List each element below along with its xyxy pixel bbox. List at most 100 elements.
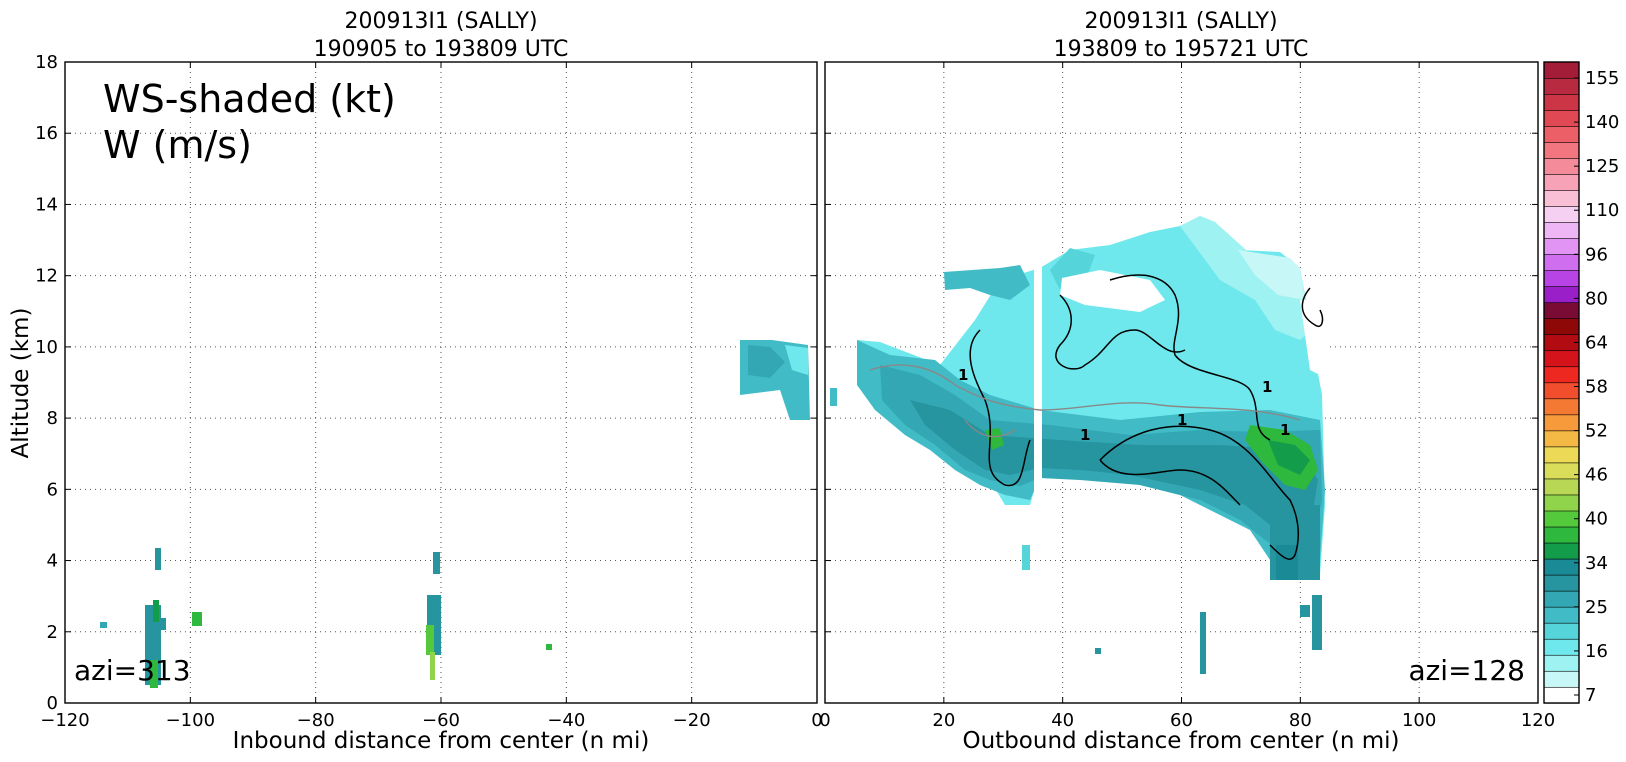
contour-line — [1099, 425, 1300, 560]
colorbar-label: 52 — [1585, 421, 1608, 442]
right-shade-region — [1312, 595, 1322, 650]
colorbar-swatch — [1543, 61, 1580, 79]
y-tick-label: 8 — [47, 408, 58, 429]
colorbar-swatch — [1543, 350, 1580, 368]
right-title-line2: 193809 to 195721 UTC — [1054, 37, 1309, 62]
contour-line-gray — [964, 419, 1016, 438]
colorbar-swatch — [1543, 574, 1580, 592]
colorbar-label: 110 — [1585, 200, 1619, 221]
right-gap — [1060, 270, 1165, 312]
x-tick-label: 80 — [1289, 710, 1312, 731]
colorbar-swatch — [1543, 558, 1580, 576]
y-tick-label: 2 — [47, 622, 58, 643]
colorbar-label: 25 — [1585, 597, 1608, 618]
left-shade-region — [100, 622, 107, 628]
colorbar-swatch — [1543, 494, 1580, 512]
contour-line — [1055, 294, 1186, 370]
contour-label: 1 — [1080, 426, 1090, 444]
left-azimuth-label: azi=313 — [74, 654, 191, 687]
left-shade-region — [433, 552, 440, 574]
left-shade-region — [155, 548, 161, 570]
colorbar-label: 40 — [1585, 509, 1608, 530]
colorbar-swatch — [1543, 93, 1580, 111]
x-tick-label: −20 — [673, 710, 711, 731]
y-tick-label: 12 — [35, 266, 58, 287]
colorbar-label: 125 — [1585, 156, 1619, 177]
left-shade-region — [153, 600, 159, 622]
left-grid — [65, 62, 817, 703]
left-shade-region — [785, 345, 808, 375]
variable-annotation-w: W (m/s) — [103, 123, 252, 167]
right-x-axis-label: Outbound distance from center (n mi) — [963, 728, 1400, 754]
x-tick-label: −100 — [166, 710, 215, 731]
x-tick-label: −80 — [297, 710, 335, 731]
y-tick-label: 18 — [35, 52, 58, 73]
left-x-axis-label: Inbound distance from center (n mi) — [233, 728, 650, 754]
right-shade-region — [1300, 605, 1310, 617]
x-tick-label: −40 — [547, 710, 585, 731]
contour-label: 1 — [958, 366, 968, 384]
right-shade-region — [1238, 250, 1305, 300]
colorbar-label: 34 — [1585, 553, 1608, 574]
right-shade-region — [1276, 545, 1298, 580]
colorbar-swatch — [1543, 590, 1580, 608]
right-shade-region — [830, 388, 837, 406]
right-azimuth-label: azi=128 — [1408, 654, 1525, 687]
colorbar-swatch — [1543, 430, 1580, 448]
right-x-ticks: 0 20 40 60 80 100 120 — [819, 62, 1555, 731]
colorbar-label: 140 — [1585, 112, 1619, 133]
colorbar-swatch — [1543, 125, 1580, 143]
colorbar-swatch — [1543, 77, 1580, 95]
colorbar-swatch — [1543, 270, 1580, 287]
left-shade-region — [430, 652, 435, 680]
x-tick-label: 120 — [1521, 710, 1555, 731]
x-tick-label: 40 — [1051, 710, 1074, 731]
colorbar-swatch — [1543, 670, 1580, 688]
colorbar-swatch — [1543, 382, 1580, 400]
x-tick-label: 0 — [819, 710, 830, 731]
left-x-ticks: −120 −100 −80 −60 −40 −20 0 — [40, 62, 823, 731]
colorbar-swatch — [1543, 398, 1580, 416]
x-tick-label: −60 — [422, 710, 460, 731]
y-tick-label: 6 — [47, 479, 58, 500]
y-tick-label: 4 — [47, 551, 58, 572]
left-shade-region — [546, 644, 552, 650]
left-panel: −120 −100 −80 −60 −40 −20 0 0 2 4 6 8 10 12 14 16 18 20… — [8, 9, 823, 754]
contour-line — [1301, 287, 1324, 327]
right-gap — [1034, 260, 1042, 520]
right-wind-shading: 1 1 1 1 1 — [830, 216, 1330, 674]
colorbar-label: 58 — [1585, 377, 1608, 398]
right-shade-region — [1095, 648, 1101, 654]
colorbar-swatch — [1543, 318, 1580, 336]
right-shade-region — [944, 265, 1030, 300]
left-shade-region — [748, 345, 785, 378]
y-tick-label: 10 — [35, 337, 58, 358]
colorbar-frame — [1543, 61, 1580, 704]
colorbar-label: 155 — [1585, 68, 1619, 89]
colorbar-swatch — [1543, 141, 1580, 159]
right-title-line1: 200913I1 (SALLY) — [1084, 9, 1277, 34]
colorbar-swatch — [1543, 173, 1580, 191]
colorbar-swatch — [1543, 510, 1580, 528]
colorbar-swatch — [1543, 237, 1580, 255]
colorbar-swatch — [1543, 478, 1580, 496]
contour-label: 1 — [1177, 411, 1187, 429]
colorbar-swatch — [1543, 414, 1580, 432]
colorbar-swatch — [1543, 606, 1580, 624]
colorbar-swatch — [1543, 542, 1580, 560]
right-shade-region — [1268, 440, 1310, 475]
colorbar-swatch — [1543, 286, 1580, 303]
colorbar-swatch — [1543, 302, 1580, 320]
contour-label: 1 — [1280, 421, 1290, 439]
contour-line-gray — [869, 364, 1301, 421]
colorbar-swatch — [1543, 157, 1580, 175]
colorbar-label: 46 — [1585, 465, 1608, 486]
right-y-ticks — [825, 61, 1538, 704]
right-shade-region — [1180, 216, 1312, 340]
x-tick-label: −120 — [40, 710, 89, 731]
left-wind-shading — [100, 340, 810, 688]
right-panel: 1 1 1 1 1 0 20 40 60 80 100 120 200913I1 (SALL… — [819, 9, 1555, 754]
contour-line — [1099, 459, 1241, 506]
colorbar-swatch — [1543, 334, 1580, 352]
